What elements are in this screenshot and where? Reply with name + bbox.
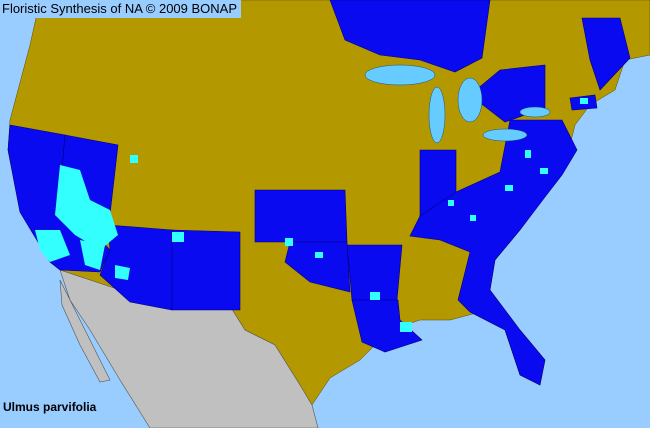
map-title: Floristic Synthesis of NA © 2009 BONAP bbox=[0, 0, 242, 18]
arkansas-state bbox=[346, 244, 403, 301]
great-lakes bbox=[364, 64, 551, 144]
species-label: Ulmus parvifolia bbox=[3, 400, 97, 414]
oklahoma-east bbox=[284, 241, 351, 293]
mexico bbox=[59, 269, 319, 428]
new-mexico-state bbox=[171, 229, 241, 311]
southeast-states bbox=[409, 119, 578, 386]
present-counties bbox=[35, 98, 588, 332]
kansas-state bbox=[254, 189, 348, 243]
maine-state bbox=[581, 17, 631, 91]
louisiana-state bbox=[351, 299, 423, 353]
present-states bbox=[7, 0, 631, 386]
ontario-michigan bbox=[329, 0, 491, 73]
